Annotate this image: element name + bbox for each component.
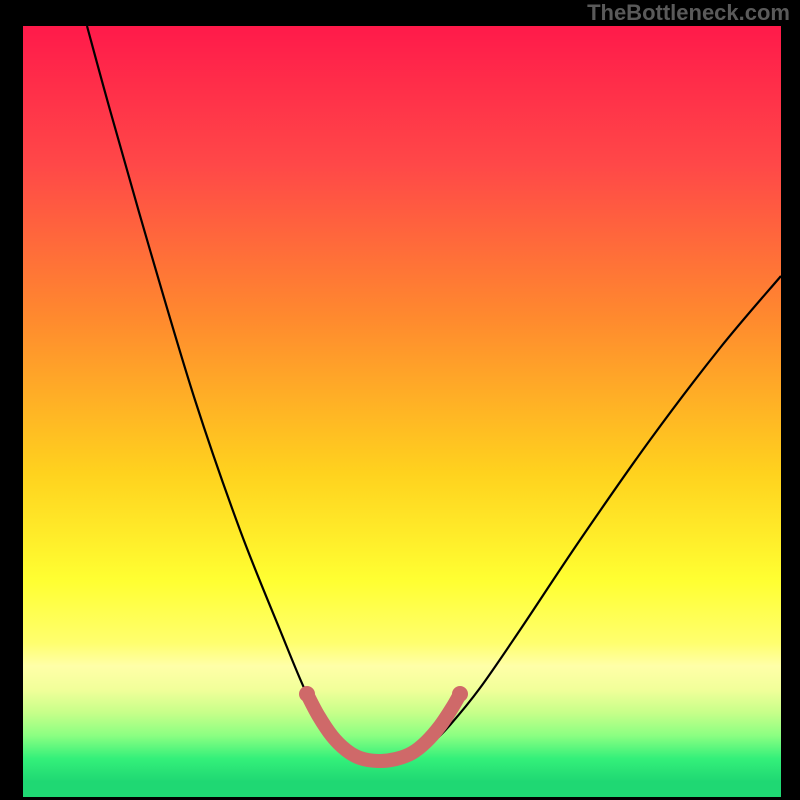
chart-canvas: TheBottleneck.com — [0, 0, 800, 800]
gradient-band — [23, 26, 781, 797]
attribution-text: TheBottleneck.com — [587, 0, 790, 26]
